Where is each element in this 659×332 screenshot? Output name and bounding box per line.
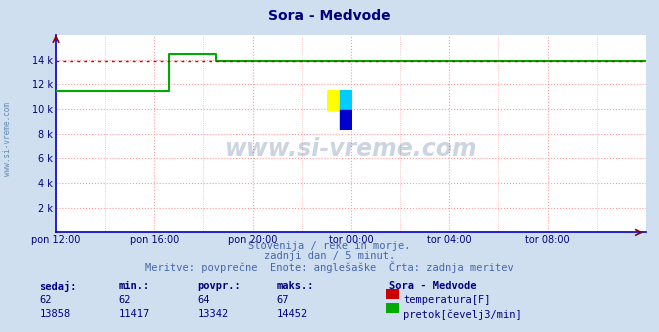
- Text: 14452: 14452: [277, 309, 308, 319]
- Bar: [340, 90, 353, 110]
- Bar: [340, 110, 353, 130]
- Text: povpr.:: povpr.:: [198, 281, 241, 290]
- Text: temperatura[F]: temperatura[F]: [403, 295, 491, 305]
- Text: zadnji dan / 5 minut.: zadnji dan / 5 minut.: [264, 251, 395, 261]
- Text: maks.:: maks.:: [277, 281, 314, 290]
- Bar: [328, 90, 340, 110]
- Text: Sora - Medvode: Sora - Medvode: [389, 281, 476, 290]
- Text: min.:: min.:: [119, 281, 150, 290]
- Text: 64: 64: [198, 295, 210, 305]
- Text: 11417: 11417: [119, 309, 150, 319]
- Text: Sora - Medvode: Sora - Medvode: [268, 9, 391, 23]
- Text: 13342: 13342: [198, 309, 229, 319]
- Text: Meritve: povprečne  Enote: anglešaške  Črta: zadnja meritev: Meritve: povprečne Enote: anglešaške Črt…: [145, 261, 514, 273]
- Text: sedaj:: sedaj:: [40, 281, 77, 291]
- Text: www.si-vreme.com: www.si-vreme.com: [3, 103, 13, 176]
- Text: Slovenija / reke in morje.: Slovenija / reke in morje.: [248, 241, 411, 251]
- Text: 13858: 13858: [40, 309, 71, 319]
- Text: www.si-vreme.com: www.si-vreme.com: [225, 137, 477, 161]
- Text: 62: 62: [119, 295, 131, 305]
- Text: 62: 62: [40, 295, 52, 305]
- Text: 67: 67: [277, 295, 289, 305]
- Text: pretok[čevelj3/min]: pretok[čevelj3/min]: [403, 309, 522, 320]
